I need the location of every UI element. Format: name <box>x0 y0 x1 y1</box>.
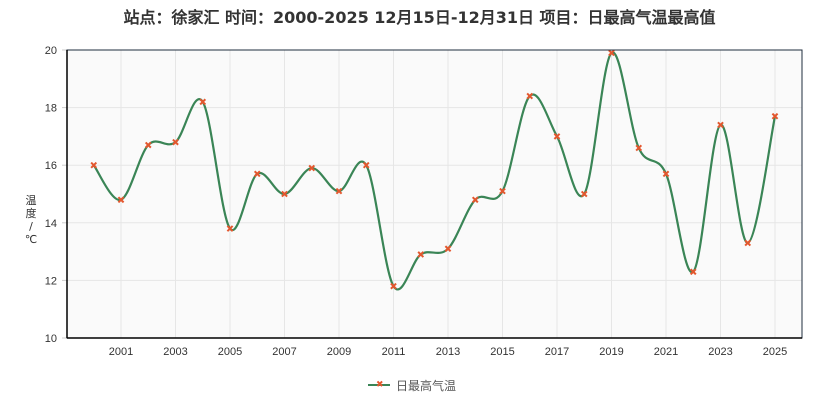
data-point-marker[interactable] <box>580 190 588 198</box>
y-axis-label-char: 温 <box>25 194 37 207</box>
x-tick-label: 2001 <box>109 346 133 358</box>
legend-line-marker-icon: ✖ <box>368 380 390 390</box>
y-tick-label: 12 <box>45 275 57 287</box>
data-point-marker[interactable] <box>689 268 697 276</box>
data-point-marker[interactable] <box>362 161 370 169</box>
x-tick-label: 2007 <box>272 346 296 358</box>
x-tick-label: 2021 <box>654 346 678 358</box>
data-point-marker[interactable] <box>308 164 316 172</box>
legend-label: 日最高气温 <box>396 378 457 393</box>
x-tick-label: 2019 <box>599 346 623 358</box>
data-point-marker[interactable] <box>717 121 724 129</box>
y-axis-label-char: 度 <box>25 207 37 220</box>
series-line <box>92 51 777 291</box>
data-point-markers <box>90 49 779 290</box>
x-tick-label: 2013 <box>436 346 460 358</box>
data-point-marker[interactable] <box>117 196 125 204</box>
y-tick-label: 18 <box>45 103 57 115</box>
data-point-marker[interactable] <box>771 112 779 120</box>
x-tick-label: 2003 <box>163 346 187 358</box>
data-point-marker[interactable] <box>144 141 152 149</box>
plot-area <box>67 50 802 338</box>
data-point-marker[interactable] <box>417 251 425 258</box>
data-point-marker[interactable] <box>608 49 615 57</box>
y-tick-label: 14 <box>45 218 57 230</box>
y-tick-label: 16 <box>45 160 57 172</box>
data-point-marker[interactable] <box>444 245 452 253</box>
data-point-marker[interactable] <box>172 138 179 146</box>
grid-lines <box>67 50 802 338</box>
y-axis-ticks: 10 12 14 16 18 20 <box>45 45 67 345</box>
data-point-marker[interactable] <box>390 282 397 290</box>
data-point-marker[interactable] <box>526 92 534 100</box>
y-axis-label: 温 度 / ℃ <box>22 194 40 246</box>
data-point-marker[interactable] <box>471 196 479 204</box>
data-point-marker[interactable] <box>199 98 207 106</box>
data-point-marker[interactable] <box>635 144 643 152</box>
data-point-marker[interactable] <box>226 225 234 232</box>
data-point-marker[interactable] <box>253 170 261 178</box>
y-axis-label-char: ℃ <box>24 233 38 246</box>
x-tick-label: 2011 <box>382 346 406 358</box>
x-tick-label: 2005 <box>218 346 242 358</box>
data-point-marker[interactable] <box>662 170 670 178</box>
data-point-marker[interactable] <box>90 161 98 169</box>
x-tick-label: 2009 <box>327 346 351 358</box>
y-tick-label: 20 <box>45 45 57 57</box>
data-point-marker[interactable] <box>281 190 288 198</box>
data-point-marker[interactable] <box>553 133 561 140</box>
data-point-marker[interactable] <box>335 187 343 195</box>
legend-item[interactable]: ✖ 日最高气温 <box>368 377 456 393</box>
x-tick-label: 2017 <box>545 346 569 358</box>
y-axis-label-char: / <box>29 220 33 233</box>
chart-title: 站点：徐家汇 时间：2000-2025 12月15日-12月31日 项目：日最高… <box>123 8 716 27</box>
x-tick-label: 2015 <box>490 346 514 358</box>
x-tick-label: 2023 <box>708 346 732 358</box>
x-tick-label: 2025 <box>763 346 787 358</box>
x-axis-ticks: 2001 2003 2005 2007 2009 2011 2013 2015 2017 2019… <box>109 346 787 358</box>
data-point-marker[interactable] <box>499 187 506 195</box>
data-point-marker[interactable] <box>744 239 752 247</box>
y-tick-label: 10 <box>45 333 57 345</box>
